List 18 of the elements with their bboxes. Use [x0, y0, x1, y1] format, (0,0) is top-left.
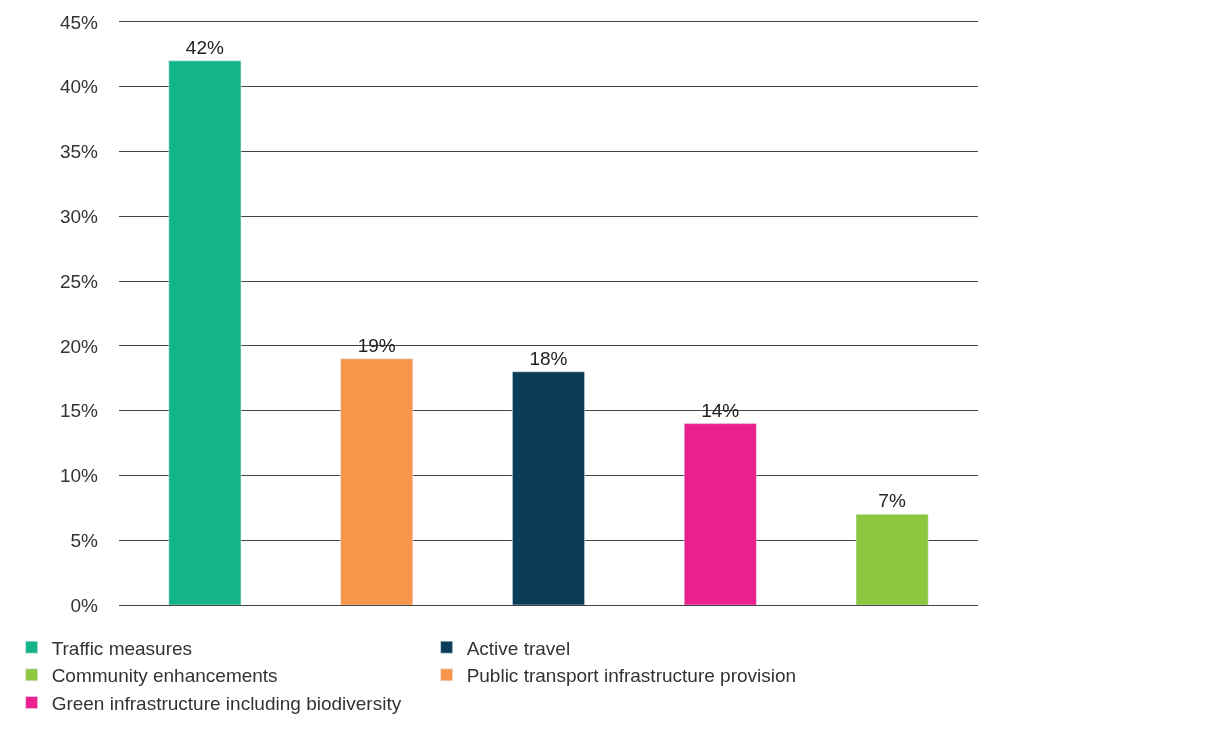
- data-label: 18%: [529, 347, 568, 369]
- y-tick-label: 20%: [59, 335, 99, 357]
- legend-label: Community enhancements: [51, 665, 278, 687]
- legend-label: Green infrastructure including biodiversity: [51, 692, 402, 714]
- legend-label: Traffic measures: [51, 637, 193, 659]
- data-label: 7%: [878, 490, 906, 512]
- y-tick-label: 30%: [59, 205, 99, 227]
- y-tick-label: 40%: [59, 76, 99, 98]
- legend-label: Active travel: [466, 637, 571, 659]
- y-tick-label: 35%: [59, 141, 99, 163]
- data-label: 42%: [185, 36, 224, 58]
- y-tick-label: 45%: [59, 11, 99, 33]
- y-tick-label: 10%: [59, 465, 99, 487]
- y-tick-label: 25%: [59, 270, 99, 292]
- legend-label: Public transport infrastructure provision: [466, 665, 797, 687]
- y-tick-label: 0%: [70, 594, 99, 616]
- y-tick-label: 5%: [70, 529, 99, 551]
- y-tick-label: 15%: [59, 400, 99, 422]
